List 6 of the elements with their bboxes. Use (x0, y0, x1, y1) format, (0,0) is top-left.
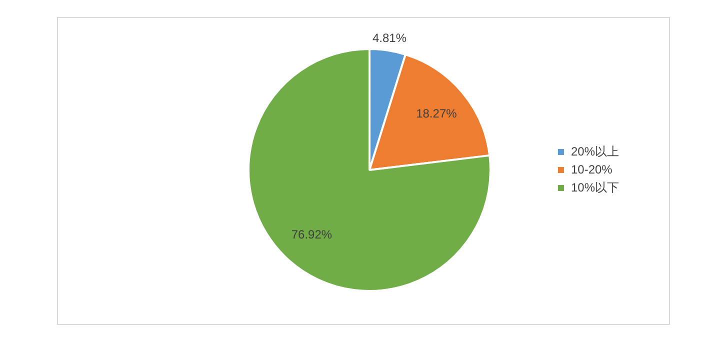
legend-label: 10%以下 (570, 180, 620, 194)
data-label: 4.81% (372, 30, 407, 45)
data-label: 18.27% (416, 106, 458, 121)
legend-label: 10-20% (570, 162, 613, 176)
legend-label: 20%以上 (570, 144, 620, 158)
data-label: 76.92% (291, 228, 332, 242)
